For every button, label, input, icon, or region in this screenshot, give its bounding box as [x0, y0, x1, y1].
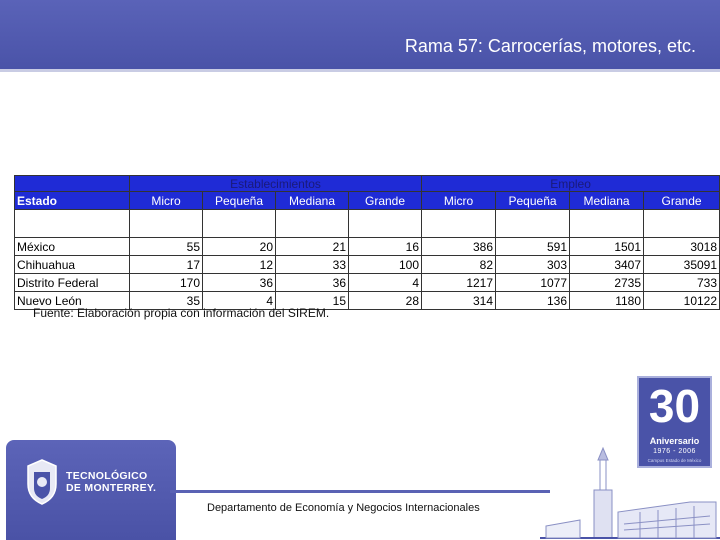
value-cell: 12 — [202, 255, 276, 274]
value-cell: 4 — [347, 273, 423, 292]
column-header-row: Estado Micro Pequeña Mediana Grande Micr… — [14, 191, 720, 210]
data-table-container: Establecimientos Empleo Estado Micro Peq… — [14, 175, 720, 310]
anniversary-years: 1976 - 2006 — [653, 448, 696, 455]
state-cell: México — [14, 237, 130, 256]
column-header-mediana: Mediana — [569, 191, 645, 210]
value-cell: 1077 — [495, 273, 571, 292]
group-header-row: Establecimientos Empleo — [14, 175, 720, 192]
value-cell: 3018 — [643, 237, 720, 256]
value-cell: 303 — [495, 255, 571, 274]
column-header-grande: Grande — [347, 191, 423, 210]
logo-line-2: DE MONTERREY. — [66, 482, 157, 494]
department-name: Departamento de Economía y Negocios Inte… — [207, 502, 480, 514]
value-cell: 20 — [202, 237, 276, 256]
value-cell: 36 — [275, 273, 349, 292]
footer-divider — [170, 490, 550, 493]
group-header-blank — [14, 175, 130, 192]
value-cell: 386 — [421, 237, 497, 256]
value-cell: 33 — [275, 255, 349, 274]
anniversary-badge: 30 Aniversario 1976 - 2006 Campus Estado… — [637, 376, 712, 468]
table-row: Distrito Federal 170 36 36 4 1217 1077 2… — [14, 273, 720, 292]
column-header-grande: Grande — [643, 191, 720, 210]
header-bar: Rama 57: Carrocerías, motores, etc. — [0, 0, 720, 72]
value-cell: 21 — [275, 237, 349, 256]
state-cell: Nuevo León — [14, 291, 130, 310]
tec-monterrey-logo: TECNOLÓGICO DE MONTERREY. — [24, 458, 169, 508]
logo-line-1: TECNOLÓGICO — [66, 470, 148, 482]
value-cell: 3407 — [569, 255, 645, 274]
group-header-empleo: Empleo — [421, 175, 720, 192]
value-cell: 16 — [347, 237, 423, 256]
value-cell: 28 — [347, 291, 423, 310]
value-cell: 314 — [421, 291, 497, 310]
value-cell: 100 — [347, 255, 423, 274]
value-cell: 36 — [202, 273, 276, 292]
value-cell: 15 — [275, 291, 349, 310]
logo-wordmark: TECNOLÓGICO DE MONTERREY. — [66, 470, 156, 494]
value-cell: 2735 — [569, 273, 645, 292]
value-cell: 591 — [495, 237, 571, 256]
value-cell: 82 — [421, 255, 497, 274]
column-header-mediana: Mediana — [275, 191, 349, 210]
value-cell: 17 — [129, 255, 203, 274]
value-cell: 1501 — [569, 237, 645, 256]
value-cell: 10122 — [643, 291, 720, 310]
table-row: Chihuahua 17 12 33 100 82 303 3407 35091 — [14, 255, 720, 274]
state-cell: Distrito Federal — [14, 273, 130, 292]
source-note: Fuente: Elaboración propia con informaci… — [33, 306, 330, 320]
table-row: México 55 20 21 16 386 591 1501 3018 — [14, 237, 720, 256]
slide-title: Rama 57: Carrocerías, motores, etc. — [404, 36, 696, 56]
column-header-pequena: Pequeña — [495, 191, 571, 210]
table-row: Nuevo León 35 4 15 28 314 136 1180 10122 — [14, 291, 720, 310]
column-header-micro: Micro — [421, 191, 497, 210]
value-cell: 170 — [129, 273, 203, 292]
value-cell: 1180 — [569, 291, 645, 310]
state-cell: Chihuahua — [14, 255, 130, 274]
value-cell: 55 — [129, 237, 203, 256]
campus-name: Campus Estado de México — [647, 458, 702, 463]
column-header-micro: Micro — [129, 191, 203, 210]
campus-building-illustration — [540, 446, 720, 539]
value-cell: 35091 — [643, 255, 720, 274]
spacer-row — [14, 209, 720, 238]
column-header-estado: Estado — [14, 191, 130, 210]
value-cell: 136 — [495, 291, 571, 310]
column-header-pequena: Pequeña — [202, 191, 276, 210]
value-cell: 1217 — [421, 273, 497, 292]
anniversary-number: 30 — [648, 380, 701, 432]
anniversary-label: Aniversario — [649, 436, 700, 446]
tec-crest-icon — [27, 459, 57, 505]
group-header-establecimientos: Establecimientos — [128, 175, 423, 192]
data-table: Establecimientos Empleo Estado Micro Peq… — [14, 175, 720, 310]
value-cell: 733 — [643, 273, 720, 292]
